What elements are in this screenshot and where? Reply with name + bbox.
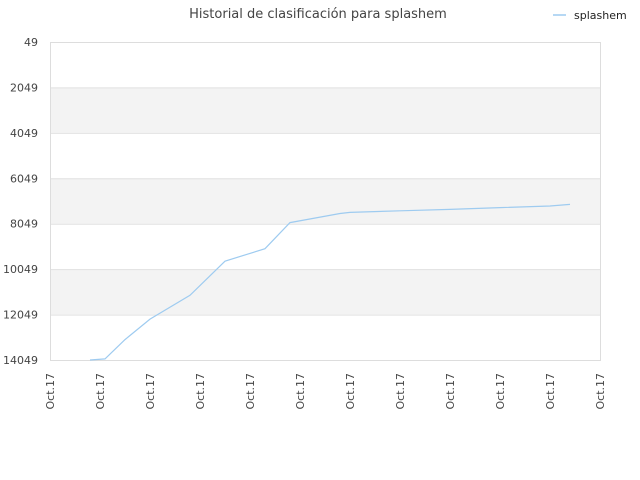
legend-label-splashem: splashem [574, 9, 627, 22]
series-line-splashem [89, 203, 571, 361]
x-tick-label: Oct.17 [494, 373, 507, 410]
x-tick-label: Oct.17 [594, 373, 607, 410]
x-tick-label: Oct.17 [144, 373, 157, 410]
x-tick-label: Oct.17 [94, 373, 107, 410]
grid-lines [50, 42, 600, 361]
grid-band [50, 87, 600, 133]
x-tick-label: Oct.17 [294, 373, 307, 410]
y-tick-label: 49 [24, 36, 38, 49]
grid-band [50, 178, 600, 224]
chart-title: Historial de clasificación para splashem [189, 7, 447, 22]
y-tick-label: 14049 [3, 354, 38, 367]
x-tick-label: Oct.17 [544, 373, 557, 410]
y-tick-label: 2049 [10, 81, 38, 94]
y-tick-label: 8049 [10, 218, 38, 231]
x-tick-label: Oct.17 [44, 373, 57, 410]
y-axis-ticks: 49 2049 4049 6049 8049 10049 12049 14049 [3, 36, 38, 367]
legend[interactable]: splashem [553, 9, 627, 22]
series-layer [89, 203, 571, 361]
y-tick-label: 6049 [10, 172, 38, 185]
x-tick-label: Oct.17 [194, 373, 207, 410]
y-tick-label: 12049 [3, 309, 38, 322]
y-tick-label: 10049 [3, 263, 38, 276]
plot-area-border [50, 42, 601, 361]
grid-bands [50, 87, 600, 315]
x-tick-label: Oct.17 [394, 373, 407, 410]
x-tick-label: Oct.17 [344, 373, 357, 410]
grid-band [50, 269, 600, 315]
x-tick-label: Oct.17 [444, 373, 457, 410]
y-tick-label: 4049 [10, 127, 38, 140]
x-axis-ticks: Oct.17 Oct.17 Oct.17 Oct.17 Oct.17 Oct.17 Oct.… [44, 373, 607, 410]
x-tick-label: Oct.17 [244, 373, 257, 410]
